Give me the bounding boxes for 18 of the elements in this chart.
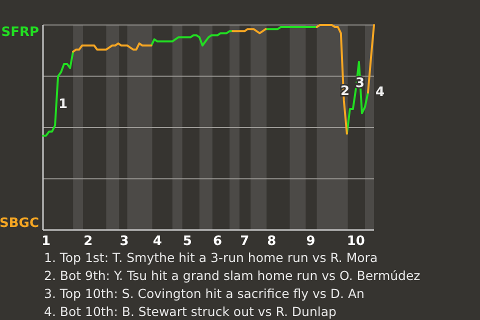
text: SFRP [1, 25, 39, 40]
x-tick-label: 1 [41, 234, 51, 249]
text: 1. Top 1st: T. Smythe hit a 3-run home run vs R. Mora [44, 250, 378, 265]
annotation: 1 [58, 97, 68, 112]
x-tick-label: 7 [240, 234, 250, 249]
x-tick-label: 6 [213, 234, 222, 249]
x-tick-label: 3 [120, 234, 129, 249]
text: 3. Top 10th: S. Covington hit a sacrifice fly vs D. An [44, 286, 364, 301]
x-tick-label: 4 [152, 234, 162, 249]
text: 4. Bot 10th: B. Stewart struck out vs R. Dunlap [44, 304, 337, 319]
text: 2. Bot 9th: Y. Tsu hit a grand slam home run vs O. Bermúdez [44, 268, 421, 283]
x-tick-label: 5 [182, 234, 192, 249]
x-tick-label: 9 [306, 234, 316, 249]
x-tick-label: 2 [84, 234, 93, 249]
text: 4 [375, 85, 385, 100]
x-tick-label: 10 [346, 234, 365, 249]
x-tick-label: 8 [267, 234, 276, 249]
text: SBGC [0, 216, 39, 231]
